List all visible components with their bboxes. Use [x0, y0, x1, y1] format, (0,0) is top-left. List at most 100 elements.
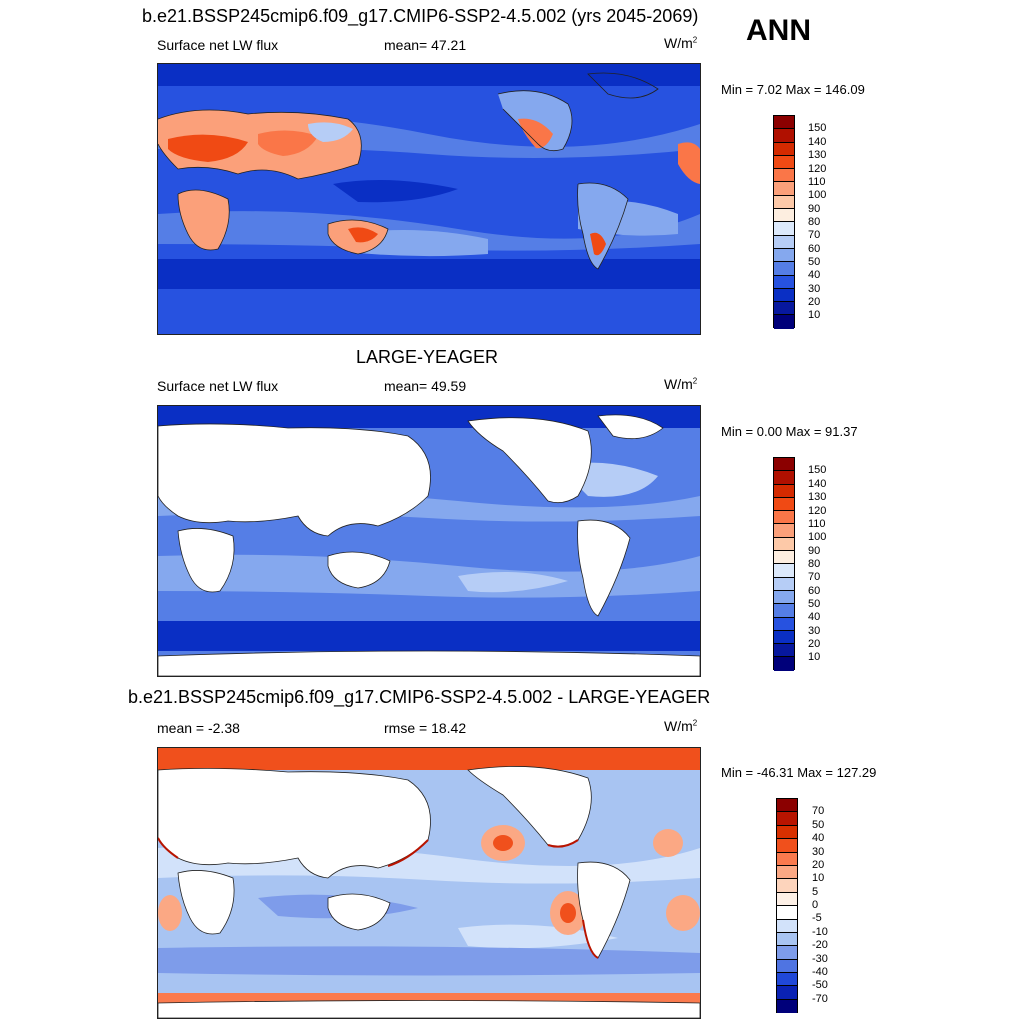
- panel3-land-mask: [158, 766, 700, 1018]
- panel2-colorbar-label: 120: [808, 505, 827, 517]
- panel1-colorbar-label: 50: [808, 256, 821, 268]
- panel1-colorbar-label: 70: [808, 229, 821, 241]
- panel1-colorbar-swatch: [774, 302, 794, 316]
- panel2-arctic-band: [158, 406, 700, 428]
- panel2-minmax-label: Min = 0.00 Max = 91.37: [721, 424, 858, 439]
- panel1-colorbar-label: 150: [808, 122, 827, 134]
- panel1-colorbar-swatch: [774, 235, 794, 249]
- panel2-colorbar-label: 50: [808, 598, 821, 610]
- panel1-colorbar-swatch: [774, 116, 794, 130]
- panel3-colorbar-swatch: [777, 799, 797, 813]
- panel2-south-america-land: [577, 519, 631, 617]
- panel3-colorbar-swatch: [777, 852, 797, 866]
- panel1-colorbar-label: 120: [808, 163, 827, 175]
- panel3-antarctic-positive: [158, 993, 700, 1003]
- panel1-colorbar-swatch: [774, 182, 794, 196]
- panel3-colorbar-label: 10: [812, 872, 825, 884]
- panel1-colorbar-swatch: [774, 155, 794, 170]
- panel2-colorbar-swatch: [774, 537, 794, 552]
- panel1-colorbar-swatch: [774, 222, 794, 236]
- panel2-colorbar-swatch: [774, 458, 794, 472]
- panel1-map: [157, 63, 701, 335]
- panel2-colorbar-swatch: [774, 577, 794, 591]
- panel2-colorbar-label: 150: [808, 464, 827, 476]
- panel2-colorbar-label: 80: [808, 558, 821, 570]
- panel1-colorbar-swatch: [774, 288, 794, 303]
- panel2-units-label: W/m2: [664, 376, 698, 392]
- panel3-colorbar-label: -20: [812, 939, 828, 951]
- season-label: ANN: [746, 14, 811, 47]
- panel3-antarctica-land: [158, 1000, 700, 1018]
- panel3-colorbar-label: -10: [812, 926, 828, 938]
- panel2-colorbar-swatch: [774, 484, 794, 498]
- panel1-southern-africa: [178, 190, 230, 250]
- panel2-australia-land: [327, 551, 391, 589]
- panel3-colorbar-swatch: [777, 839, 797, 853]
- panel3-colorbar-label: 20: [812, 859, 825, 871]
- panel2-land-mask: [158, 414, 700, 676]
- panel3-southern-africa-land: [177, 870, 235, 935]
- panel3-colorbar-swatch: [777, 959, 797, 974]
- panel3-colorbar-swatch: [777, 812, 797, 826]
- panel2-colorbar-swatch: [774, 564, 794, 578]
- panel1-colorbar-label: 30: [808, 283, 821, 295]
- panel1-mean-label: mean= 47.21: [384, 37, 467, 53]
- panel3-australia-land: [327, 893, 391, 931]
- panel3-mean-label: mean = -2.38: [157, 720, 240, 736]
- panel3-title: b.e21.BSSP245cmip6.f09_g17.CMIP6-SSP2-4.…: [128, 687, 711, 707]
- panel2-colorbar-swatch: [774, 497, 794, 512]
- panel3-units-label: W/m2: [664, 718, 698, 734]
- panel2-colorbar-swatch: [774, 590, 794, 605]
- panel3-colorbar-label: -70: [812, 993, 828, 1005]
- panel2-greenland-land: [597, 414, 664, 440]
- panel3-colorbar-label: -40: [812, 966, 828, 978]
- panel3-colorbar-swatch: [777, 999, 797, 1014]
- panel1-colorbar: [773, 115, 795, 329]
- panel1-colorbar-swatch: [774, 248, 794, 263]
- panel1-minmax-label: Min = 7.02 Max = 146.09: [721, 82, 865, 97]
- panel2-title: LARGE-YEAGER: [356, 347, 499, 367]
- panel3-colorbar-swatch: [777, 879, 797, 893]
- panel2-mean-label: mean= 49.59: [384, 378, 467, 394]
- panel2-colorbar-label: 20: [808, 638, 821, 650]
- panel3-arctic-positive: [158, 748, 700, 770]
- panel2-colorbar-label: 40: [808, 611, 821, 623]
- panel2-antarctica-land: [158, 650, 700, 676]
- panel3-colorbar-label: -5: [812, 912, 822, 924]
- panel3-colorbar: [776, 798, 798, 1014]
- panel1-colorbar-swatch: [774, 129, 794, 143]
- panel2-colorbar-swatch: [774, 524, 794, 538]
- panel1-coastlines: [158, 72, 659, 270]
- panel2-colorbar-swatch: [774, 617, 794, 631]
- panel2-colorbar-swatch: [774, 471, 794, 485]
- panel1-colorbar-swatch: [774, 195, 794, 210]
- panel1-colorbar-label: 60: [808, 243, 821, 255]
- panel1-colorbar-label: 110: [808, 176, 826, 188]
- panel2-colorbar-label: 100: [808, 531, 827, 543]
- panel1-colorbar-label: 80: [808, 216, 821, 228]
- panel2-colorbar-swatch: [774, 551, 794, 565]
- panel3-colorbar-label: -50: [812, 979, 828, 991]
- panel2-variable-label: Surface net LW flux: [157, 378, 279, 394]
- panel3-colorbar-label: -30: [812, 953, 828, 965]
- panel1-colorbar-label: 90: [808, 203, 821, 215]
- panel3-minmax-label: Min = -46.31 Max = 127.29: [721, 765, 877, 780]
- panel2-southern-ocean-band: [158, 621, 700, 651]
- panel2-colorbar-label: 130: [808, 491, 827, 503]
- plot-title: b.e21.BSSP245cmip6.f09_g17.CMIP6-SSP2-4.…: [142, 6, 699, 26]
- panel1-colorbar-swatch: [774, 169, 794, 183]
- panel2-colorbar-label: 60: [808, 585, 821, 597]
- panel2-colorbar-label: 90: [808, 545, 821, 557]
- panel1-southern-ocean-band: [158, 259, 700, 289]
- panel1-colorbar-swatch: [774, 275, 794, 289]
- panel2-colorbar-label: 70: [808, 571, 821, 583]
- panel2-north-america-land: [467, 417, 592, 504]
- panel3-coastal-positive: [158, 837, 599, 959]
- panel1-colorbar-swatch: [774, 315, 794, 329]
- panel2-colorbar-label: 140: [808, 478, 827, 490]
- panel1-colorbar-label: 140: [808, 136, 827, 148]
- panel2-colorbar-label: 110: [808, 518, 826, 530]
- panel1-colorbar-label: 100: [808, 189, 827, 201]
- panel2-colorbar-swatch: [774, 657, 794, 671]
- panel1-arctic-band: [158, 64, 700, 86]
